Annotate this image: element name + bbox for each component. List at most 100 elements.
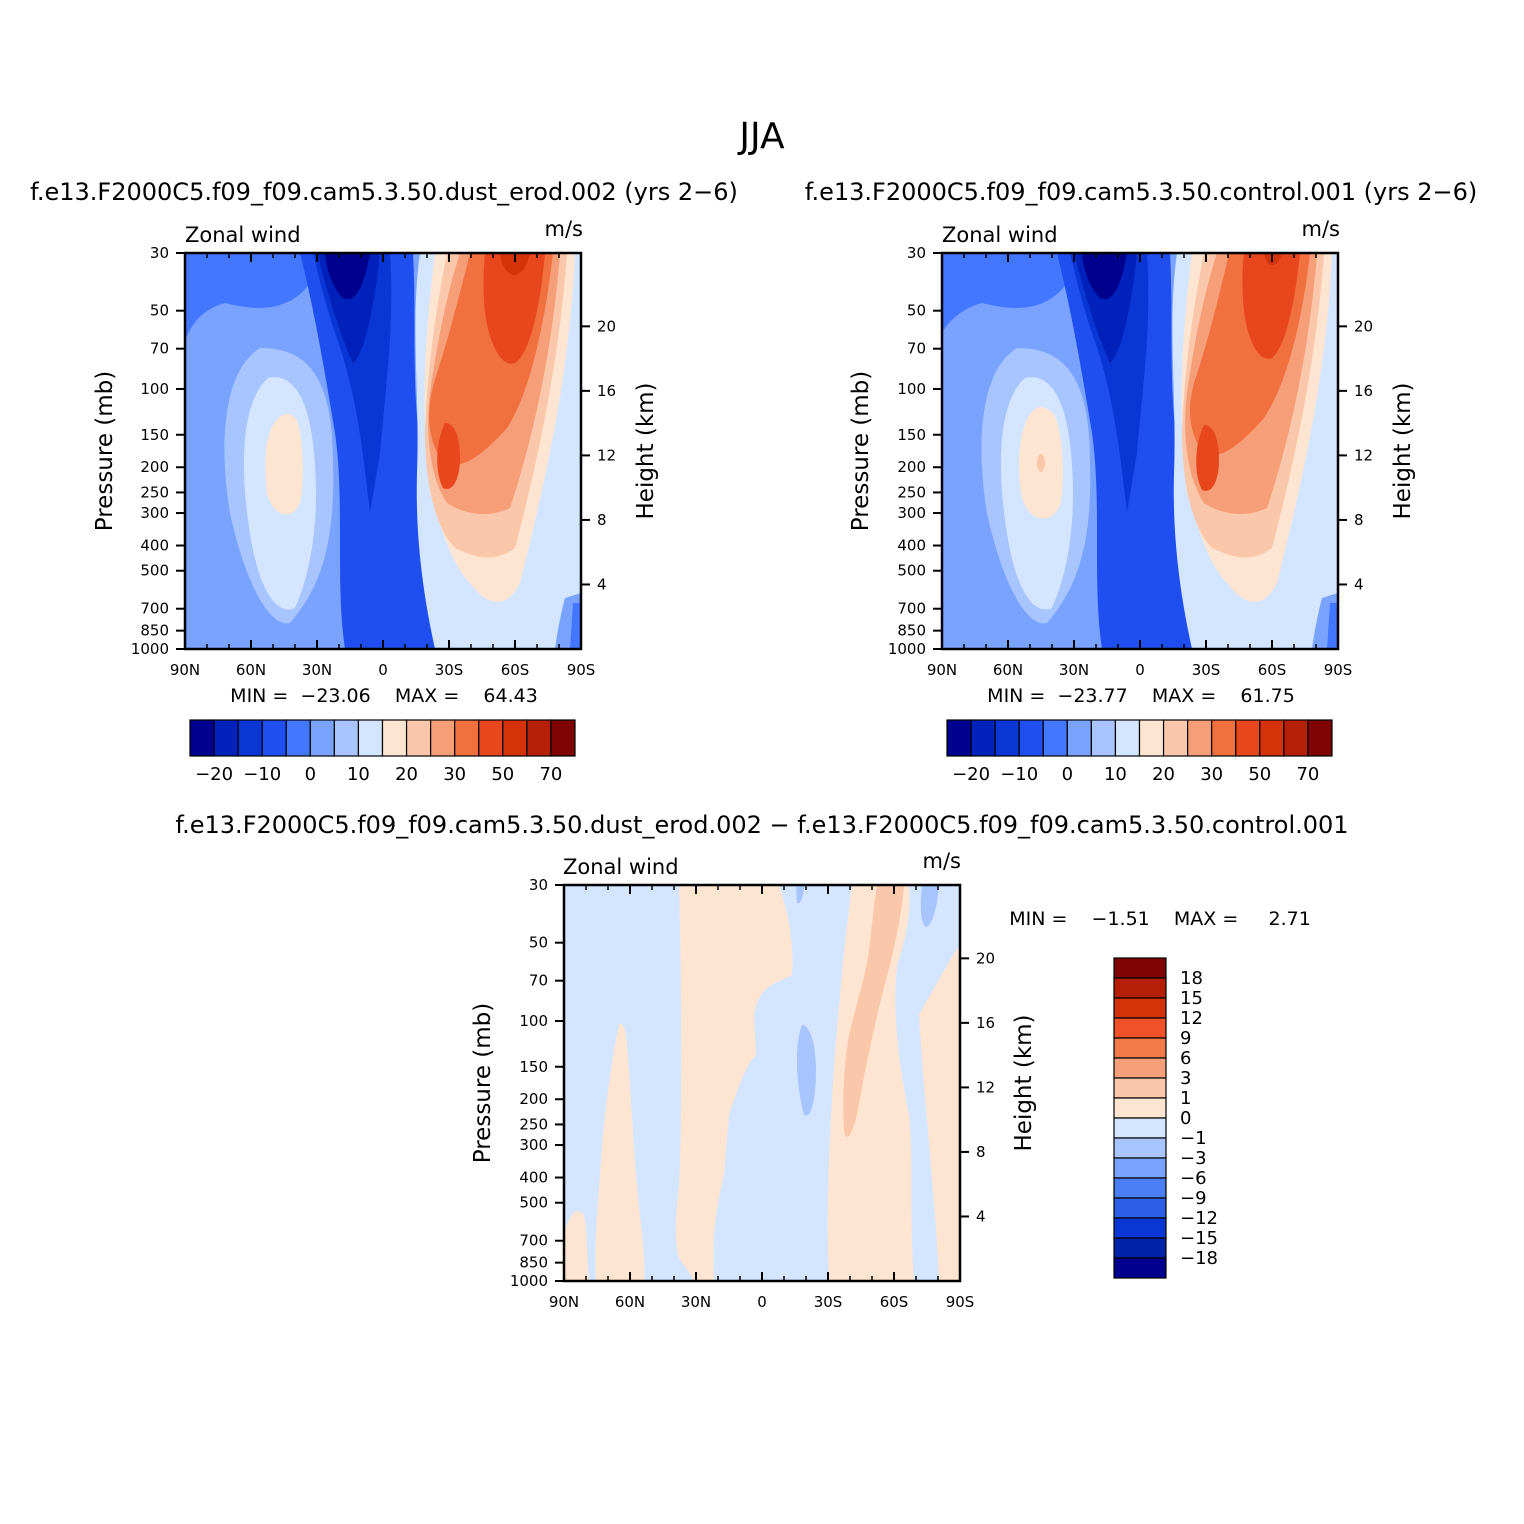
panel3-ytick-label: 1000 [510,1272,548,1290]
colorbar-label: 30 [443,764,466,785]
panel3-ytick-label: 250 [519,1115,548,1133]
panel1-xtick-label: 0 [378,661,388,679]
panel1-xtick-label: 30N [302,661,332,679]
panel3-htick-label: 4 [976,1207,986,1225]
contour-level [1196,425,1219,491]
colorbar-swatch [994,719,1020,757]
contour-level [1037,454,1045,472]
contour-level [920,885,939,927]
colorbar-diff-label: 3 [1180,1068,1191,1089]
colorbar-diff-swatch [1113,977,1167,999]
contour-level [796,1025,816,1116]
colorbar-label: 70 [539,764,562,785]
colorbar-swatch [1042,719,1068,757]
panel2-ytick-label: 50 [907,302,926,320]
panel1-variable: Zonal wind [185,223,301,247]
panel2-ylabel-right: Height (km) [1390,382,1416,519]
contour-level [942,253,1082,333]
panel2-htick-label: 4 [1354,575,1364,593]
colorbar-diff-swatch [1113,1017,1167,1039]
panel3-xtick-label: 30S [814,1293,843,1311]
panel1-ytick-label: 500 [140,562,169,580]
panel3-title: f.e13.F2000C5.f09_f09.cam5.3.50.dust_ero… [175,811,1348,839]
colorbar-label: −10 [1000,764,1038,785]
panel3-ytick-label: 100 [519,1012,548,1030]
panel2-ytick-label: 30 [907,244,926,262]
panel2-ylabel: Pressure (mb) [848,371,874,531]
panel2-ytick-label: 70 [907,340,926,358]
contour-level [185,253,325,343]
colorbar-swatch [478,719,504,757]
colorbar-diff-label: −12 [1180,1208,1218,1229]
panel3-plot [564,885,960,1281]
panel3-ytick-label: 150 [519,1058,548,1076]
panel2-variable: Zonal wind [942,223,1058,247]
contour-level [595,1023,645,1281]
panel1-ytick-label: 300 [140,504,169,522]
colorbar-swatch [1162,719,1189,757]
contour-level [313,253,392,513]
panel1-htick-label: 8 [597,511,607,529]
panel1-xtick-label: 60S [501,661,530,679]
colorbar-diff-label: 12 [1180,1008,1203,1029]
panel1-ylabel: Pressure (mb) [92,371,118,531]
colorbar-swatch [333,719,360,757]
contour-level [1242,253,1300,359]
panel3-xtick-label: 60N [615,1293,645,1311]
panel3-variable: Zonal wind [563,855,679,879]
panel2-ytick-label: 850 [897,622,926,640]
colorbar-diff-label: 0 [1180,1108,1191,1129]
panel2-plot [942,253,1338,649]
contour-level [325,253,370,300]
colorbar-swatch [213,719,239,757]
panel3-xtick-label: 90S [946,1293,975,1311]
panel3-xtick-label: 0 [757,1293,767,1311]
colorbar-diff-swatch [1113,1117,1167,1139]
colorbar-diff-swatch [1113,1237,1167,1259]
colorbar-diff-label: 1 [1180,1088,1191,1109]
panel2-ytick-label: 250 [897,483,926,501]
panel2-xtick-label: 30N [1059,661,1089,679]
colorbar-swatch [1259,719,1285,757]
panel1-xtick-label: 60N [236,661,266,679]
panel1-htick-label: 16 [597,382,616,400]
contour-level [827,885,914,1281]
colorbar-swatch [1211,719,1237,757]
contour-level [437,423,460,489]
panel3-ytick-label: 700 [519,1232,548,1250]
page-title: JJA [737,116,785,157]
panel1-xtick-label: 30S [435,661,464,679]
colorbar-label: 10 [347,764,370,785]
colorbar-swatch [1307,719,1333,757]
contour-level [843,885,904,1138]
contour-level [570,603,581,649]
colorbar-diff-label: 9 [1180,1028,1191,1049]
panel1-minmax: MIN = −23.06 MAX = 64.43 [230,685,538,707]
panel1: Zonal wind m/s Pressure (mb) Heig [92,217,659,707]
colorbar-label: −20 [195,764,233,785]
panel1-htick-label: 4 [597,575,607,593]
panel2-title: f.e13.F2000C5.f09_f09.cam5.3.50.control.… [805,178,1478,206]
colorbar-diff-label: −3 [1180,1148,1207,1169]
panel2-ytick-label: 150 [897,426,926,444]
panel2-htick-label: 8 [1354,511,1364,529]
colorbar-swatch [1090,719,1117,757]
colorbar-label: 10 [1104,764,1127,785]
panel3-units: m/s [923,849,961,873]
colorbar-diff-swatch [1113,1037,1167,1059]
colorbar-diff-swatch [1113,1197,1167,1219]
colorbar-label: 0 [305,764,316,785]
contour-level [675,885,793,1281]
contour-level [564,1211,589,1281]
contour-level [1082,253,1127,300]
colorbar-diff-swatch [1113,997,1167,1019]
colorbar-label: 70 [1296,764,1319,785]
panel3-ytick-label: 850 [519,1254,548,1272]
colorbar-diff-swatch [1113,1137,1167,1159]
colorbar-swatch [430,719,456,757]
colorbar-diff-swatch [1113,1077,1167,1099]
colorbar-swatch [502,719,528,757]
panel1-htick-label: 20 [597,317,616,335]
panel1-title: f.e13.F2000C5.f09_f09.cam5.3.50.dust_ero… [30,178,738,206]
colorbar-diff-label: 18 [1180,968,1203,989]
